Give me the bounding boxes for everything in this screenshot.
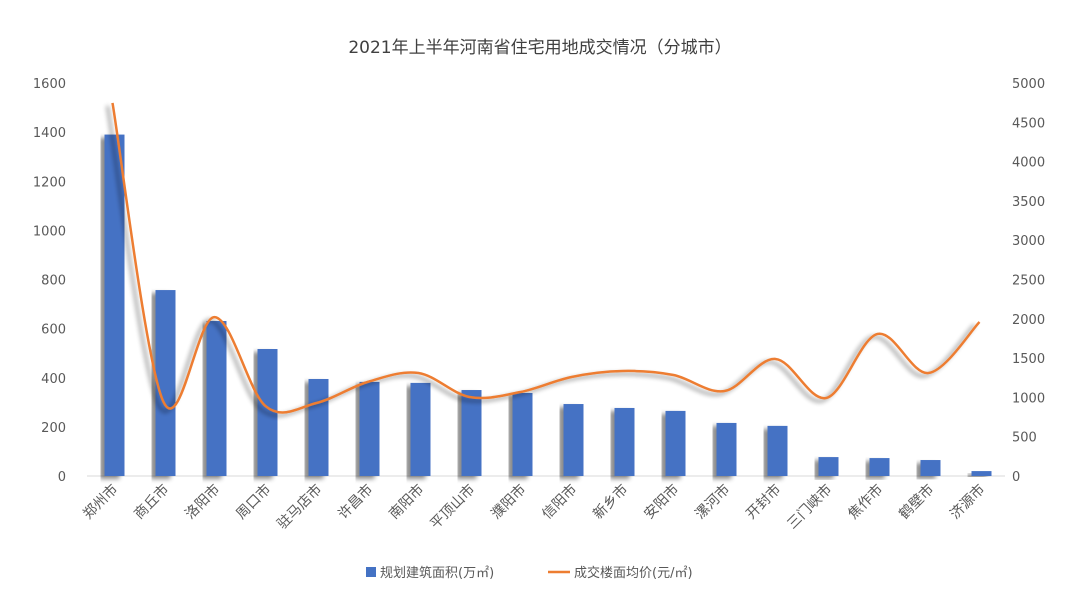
x-axis-tick-label: 商丘市 (131, 481, 173, 523)
left-axis-tick-label: 400 (41, 372, 66, 387)
bar (309, 379, 329, 476)
bar (921, 460, 941, 476)
x-axis-tick-label: 南阳市 (386, 481, 428, 523)
bar (666, 411, 686, 476)
x-axis-tick-label: 郑州市 (80, 481, 122, 523)
right-axis-tick-label: 3500 (1012, 195, 1045, 210)
x-axis-tick-label: 周口市 (233, 481, 275, 523)
x-axis-tick-label: 平顶山市 (427, 481, 479, 533)
bar (615, 408, 635, 476)
left-axis-tick-label: 0 (58, 470, 66, 485)
legend-label-line: 成交楼面均价(元/㎡) (574, 565, 693, 581)
right-axis-tick-label: 5000 (1012, 77, 1045, 92)
bar (819, 457, 839, 476)
bar (411, 383, 431, 476)
x-axis-tick-label: 洛阳市 (182, 481, 224, 523)
right-axis-tick-label: 4000 (1012, 156, 1045, 171)
right-axis-tick-label: 1000 (1012, 391, 1045, 406)
left-axis-tick-label: 800 (41, 274, 66, 289)
price-line (113, 103, 980, 413)
x-axis-tick-label: 许昌市 (335, 481, 377, 523)
x-axis-tick-label: 濮阳市 (488, 481, 530, 523)
left-axis-tick-label: 200 (41, 421, 66, 436)
legend-label-bar: 规划建筑面积(万㎡) (380, 565, 494, 581)
x-axis-tick-label: 新乡市 (590, 481, 632, 523)
chart-title: 2021年上半年河南省住宅用地成交情况（分城市） (348, 38, 731, 58)
x-axis-tick-label: 鹤壁市 (896, 481, 938, 523)
left-axis-tick-label: 1200 (33, 175, 66, 190)
left-axis-tick-label: 1000 (33, 224, 66, 239)
bar (105, 135, 125, 476)
right-axis-tick-label: 2000 (1012, 313, 1045, 328)
left-axis-tick-label: 1400 (33, 126, 66, 141)
x-axis-tick-label: 三门峡市 (784, 481, 836, 533)
bar (972, 471, 992, 476)
right-axis-tick-label: 3000 (1012, 234, 1045, 249)
x-axis-tick-label: 信阳市 (539, 481, 581, 523)
right-axis-tick-label: 4500 (1012, 116, 1045, 131)
legend-swatch-bar (366, 567, 376, 577)
x-axis-tick-label: 漯河市 (692, 481, 734, 523)
bar (207, 321, 227, 476)
x-axis-tick-label: 焦作市 (845, 481, 887, 523)
legend: 规划建筑面积(万㎡) 成交楼面均价(元/㎡) (366, 565, 693, 581)
bar (564, 404, 584, 476)
right-axis-tick-label: 0 (1012, 470, 1020, 485)
bar (513, 393, 533, 476)
left-axis-tick-label: 600 (41, 323, 66, 338)
bar (870, 458, 890, 476)
x-axis-tick-label: 安阳市 (641, 481, 683, 523)
x-axis-tick-label: 驻马店市 (274, 481, 326, 533)
bar (360, 382, 380, 476)
right-axis-tick-label: 2500 (1012, 274, 1045, 289)
bar (768, 426, 788, 476)
bar (462, 390, 482, 476)
bar (717, 423, 737, 476)
right-axis-tick-label: 1500 (1012, 352, 1045, 367)
x-axis-tick-label: 济源市 (947, 481, 989, 523)
right-axis-tick-label: 500 (1012, 431, 1037, 446)
left-axis-tick-label: 1600 (33, 77, 66, 92)
x-axis-tick-label: 开封市 (743, 481, 785, 523)
